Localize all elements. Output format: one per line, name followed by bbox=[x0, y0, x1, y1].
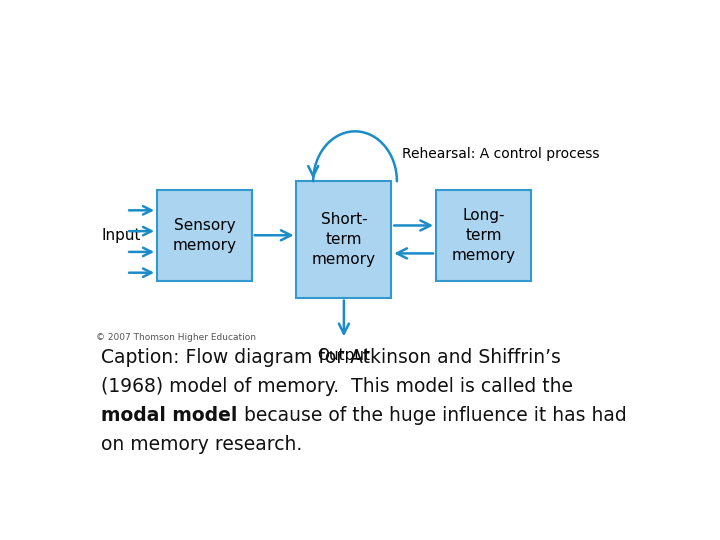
Text: Short-
term
memory: Short- term memory bbox=[312, 212, 376, 267]
Text: modal model: modal model bbox=[101, 406, 238, 425]
Text: Output: Output bbox=[318, 348, 370, 362]
Text: because of the huge influence it has had: because of the huge influence it has had bbox=[238, 406, 626, 425]
Text: Long-
term
memory: Long- term memory bbox=[451, 208, 516, 262]
Text: Caption: Flow diagram for Atkinson and Shiffrin’s: Caption: Flow diagram for Atkinson and S… bbox=[101, 348, 561, 367]
Text: © 2007 Thomson Higher Education: © 2007 Thomson Higher Education bbox=[96, 333, 256, 342]
FancyBboxPatch shape bbox=[436, 190, 531, 281]
FancyBboxPatch shape bbox=[157, 190, 252, 281]
Text: (1968) model of memory.  This model is called the: (1968) model of memory. This model is ca… bbox=[101, 377, 573, 396]
FancyBboxPatch shape bbox=[297, 181, 392, 298]
Text: on memory research.: on memory research. bbox=[101, 435, 302, 454]
Text: Rehearsal: A control process: Rehearsal: A control process bbox=[402, 147, 600, 161]
Text: Input: Input bbox=[101, 228, 140, 243]
Text: Sensory
memory: Sensory memory bbox=[172, 218, 236, 253]
